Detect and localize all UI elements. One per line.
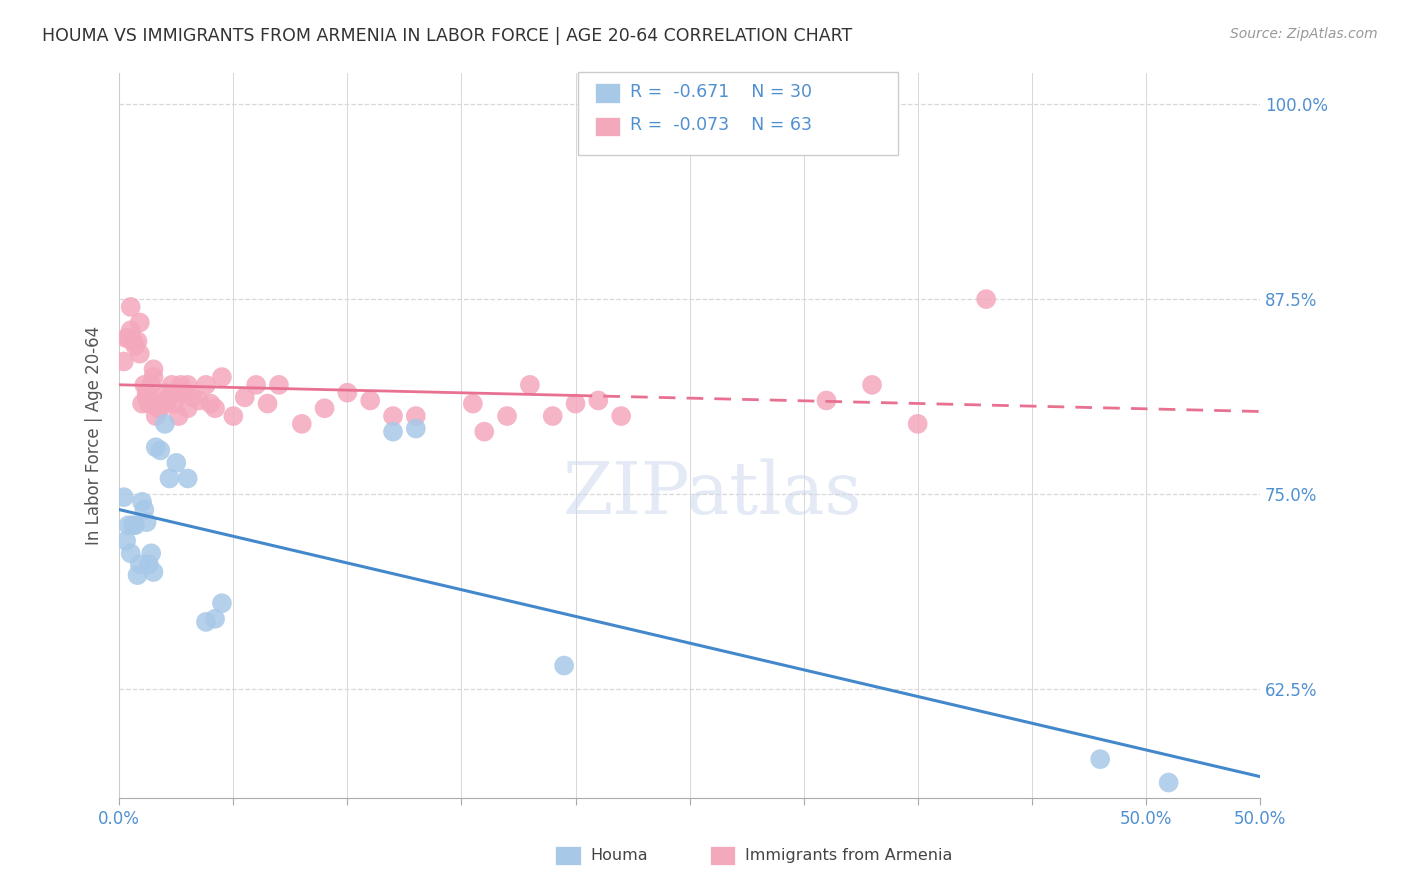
Point [256, 396, 278, 410]
Point [138, 558, 160, 572]
Point [472, 425, 495, 439]
Point [553, 658, 575, 673]
Point [588, 393, 610, 408]
Point [120, 323, 142, 337]
Point [860, 377, 883, 392]
Point [1157, 775, 1180, 789]
Point [145, 440, 167, 454]
Point [149, 401, 172, 416]
Point [336, 385, 359, 400]
Point [382, 425, 405, 439]
Point [131, 396, 153, 410]
Point [974, 292, 997, 306]
Point [117, 331, 139, 345]
Point [135, 385, 157, 400]
Point [134, 502, 156, 516]
Point [181, 390, 204, 404]
Text: HOUMA VS IMMIGRANTS FROM ARMENIA IN LABOR FORCE | AGE 20-64 CORRELATION CHART: HOUMA VS IMMIGRANTS FROM ARMENIA IN LABO… [42, 27, 852, 45]
Point [211, 596, 233, 610]
Point [359, 393, 381, 408]
Point [211, 370, 233, 384]
Point [163, 396, 186, 410]
Point [405, 421, 427, 435]
Point [122, 334, 145, 349]
Point [461, 396, 484, 410]
Point [907, 417, 929, 431]
Point [177, 471, 200, 485]
Text: ZIPatlas: ZIPatlas [562, 458, 862, 529]
Point [115, 533, 138, 548]
Point [160, 377, 183, 392]
Point [165, 385, 187, 400]
Point [245, 377, 267, 392]
Point [314, 401, 336, 416]
Point [291, 417, 314, 431]
Point [194, 377, 217, 392]
Point [149, 443, 172, 458]
Point [610, 409, 633, 423]
Point [564, 396, 586, 410]
Point [177, 401, 200, 416]
Point [152, 396, 174, 410]
Point [145, 409, 167, 423]
Point [142, 362, 165, 376]
Point [159, 471, 181, 485]
Point [141, 546, 163, 560]
Point [172, 385, 194, 400]
Point [382, 409, 405, 423]
Point [194, 615, 217, 629]
Point [128, 347, 150, 361]
Point [204, 401, 226, 416]
Point [146, 401, 169, 416]
Point [204, 612, 226, 626]
Point [138, 396, 160, 410]
Point [141, 377, 163, 392]
Point [112, 490, 135, 504]
Text: Source: ZipAtlas.com: Source: ZipAtlas.com [1230, 27, 1378, 41]
Point [112, 354, 135, 368]
Point [188, 393, 211, 408]
Point [222, 409, 245, 423]
Text: Houma: Houma [591, 848, 648, 863]
Point [1088, 752, 1111, 766]
Point [541, 409, 564, 423]
Point [519, 377, 541, 392]
Point [167, 409, 190, 423]
Point [153, 393, 176, 408]
Point [142, 565, 165, 579]
Text: Immigrants from Armenia: Immigrants from Armenia [745, 848, 952, 863]
Point [496, 409, 519, 423]
Point [153, 385, 176, 400]
Point [153, 417, 176, 431]
Point [124, 518, 146, 533]
Point [128, 316, 150, 330]
Text: R =  -0.073    N = 63: R = -0.073 N = 63 [630, 116, 811, 134]
Point [120, 546, 142, 560]
Point [405, 409, 427, 423]
Y-axis label: In Labor Force | Age 20-64: In Labor Force | Age 20-64 [86, 326, 103, 545]
Point [170, 377, 193, 392]
Point [135, 390, 157, 404]
Point [124, 339, 146, 353]
Point [135, 515, 157, 529]
Text: R =  -0.671    N = 30: R = -0.671 N = 30 [630, 83, 811, 101]
Point [815, 393, 838, 408]
Point [156, 393, 179, 408]
Point [131, 495, 153, 509]
Point [177, 377, 200, 392]
Point [122, 518, 145, 533]
Point [200, 396, 222, 410]
Point [117, 518, 139, 533]
Point [128, 558, 150, 572]
Point [267, 377, 290, 392]
Point [142, 370, 165, 384]
Point [134, 377, 156, 392]
Point [115, 331, 138, 345]
Point [127, 334, 149, 349]
Point [127, 568, 149, 582]
Point [165, 456, 187, 470]
Point [159, 390, 181, 404]
Point [233, 390, 256, 404]
Point [120, 300, 142, 314]
